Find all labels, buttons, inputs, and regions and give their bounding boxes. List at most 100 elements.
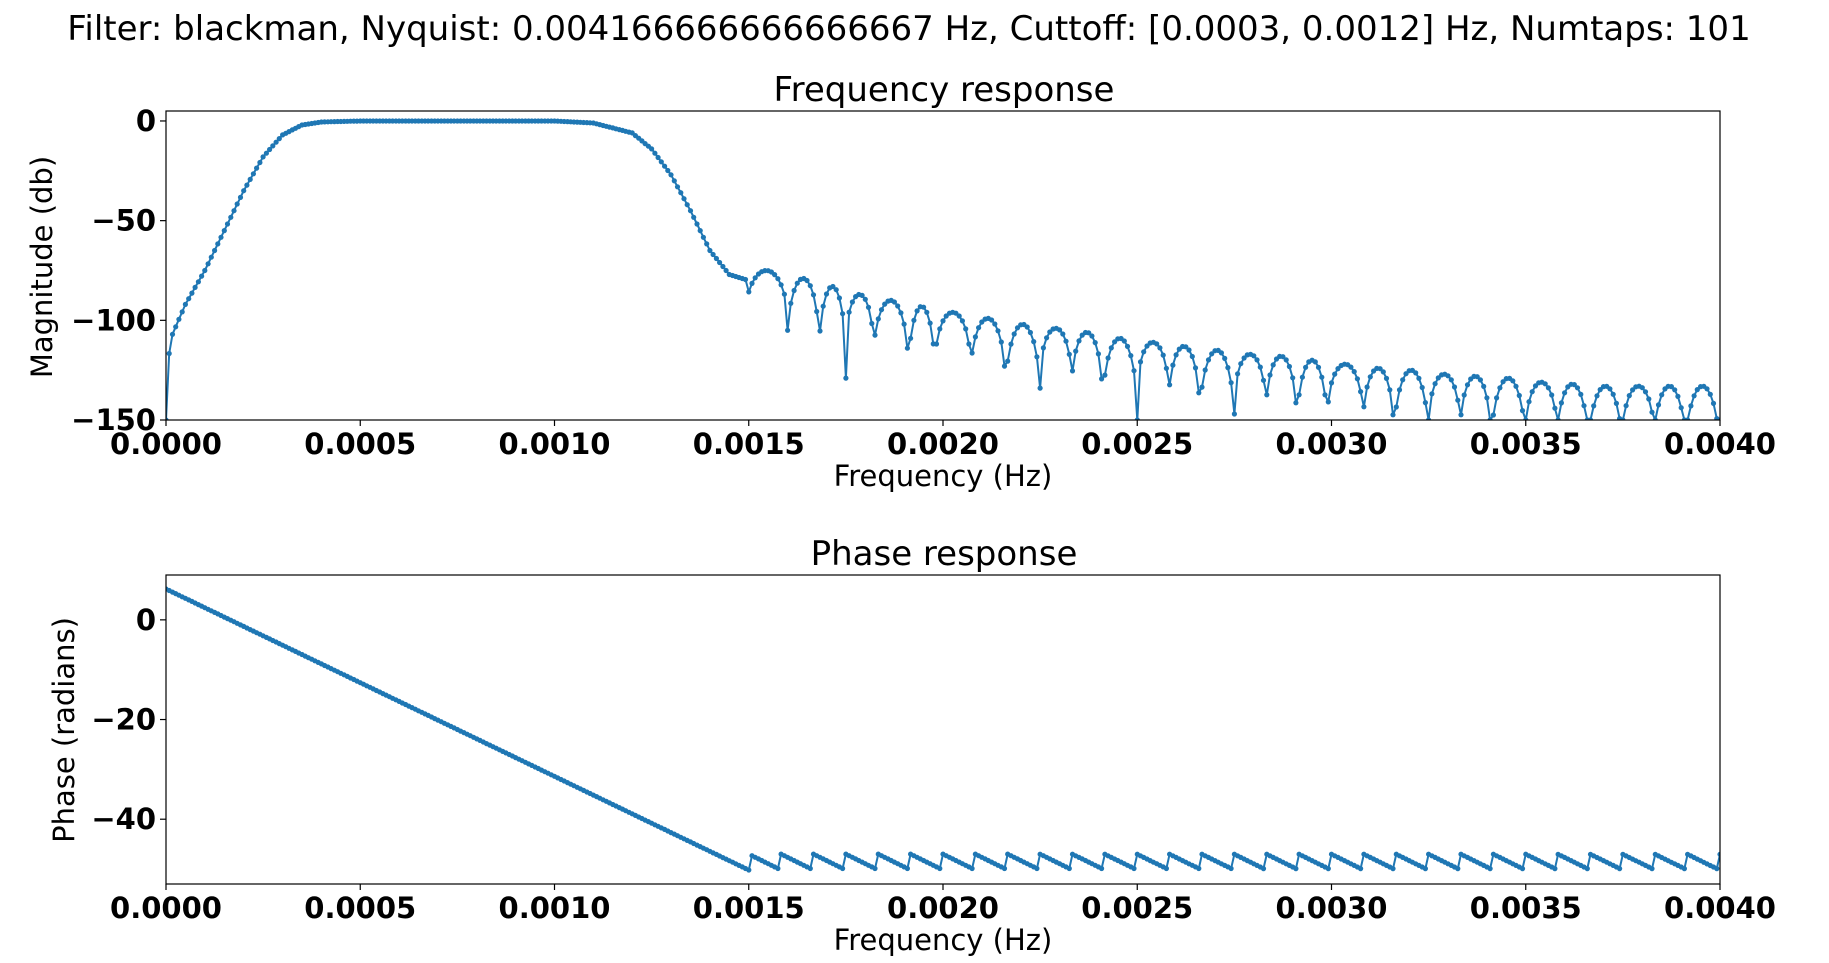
magnitude-data-point — [1209, 351, 1215, 357]
magnitude-data-point — [1545, 385, 1551, 391]
magnitude-data-point — [1192, 365, 1199, 371]
magnitude-data-point — [1591, 403, 1597, 409]
magnitude-data-point — [189, 290, 195, 296]
phase-data-point — [807, 865, 813, 872]
magnitude-data-point — [655, 154, 661, 161]
magnitude-data-point — [1474, 374, 1480, 380]
magnitude-data-point — [840, 311, 846, 317]
magnitude-data-point — [687, 208, 694, 214]
magnitude-data-point — [1610, 391, 1616, 397]
magnitude-data-point — [665, 167, 671, 174]
magnitude-data-point — [1477, 377, 1483, 383]
magnitude-data-point — [1231, 411, 1237, 417]
magnitude-data-point — [1205, 357, 1212, 363]
magnitude-data-point — [720, 263, 726, 270]
magnitude-data-point — [1154, 341, 1160, 347]
magnitude-data-point — [257, 159, 263, 166]
magnitude-data-point — [1076, 338, 1082, 344]
magnitude-data-point — [1001, 363, 1008, 369]
magnitude-data-point — [1328, 380, 1335, 386]
magnitude-data-point — [1426, 417, 1432, 420]
magnitude-data-point — [1027, 329, 1033, 336]
magnitude-y-tick-label: −100 — [71, 303, 156, 337]
phase-data-point — [1455, 866, 1461, 872]
magnitude-data-point — [940, 318, 946, 324]
magnitude-x-tick-label: 0.0000 — [110, 427, 222, 461]
magnitude-data-point — [788, 300, 794, 306]
magnitude-data-point — [820, 303, 826, 309]
magnitude-data-point — [1293, 400, 1299, 406]
phase-x-tick-label: 0.0015 — [693, 891, 805, 925]
magnitude-data-point — [817, 328, 823, 334]
magnitude-data-point — [746, 289, 752, 295]
magnitude-data-point — [674, 184, 681, 190]
magnitude-data-point — [1163, 365, 1169, 371]
magnitude-data-point — [1594, 393, 1600, 399]
phase-x-tick-label: 0.0020 — [887, 891, 999, 925]
magnitude-data-point — [927, 320, 933, 326]
phase-data-point — [746, 867, 752, 873]
magnitude-data-point — [1694, 387, 1700, 393]
magnitude-data-point — [1196, 390, 1202, 396]
magnitude-data-point — [192, 284, 198, 290]
magnitude-data-point — [1202, 367, 1208, 373]
magnitude-data-point — [1607, 386, 1613, 392]
magnitude-data-point — [1578, 391, 1584, 397]
magnitude-data-point — [1390, 412, 1396, 418]
magnitude-data-point — [254, 165, 260, 171]
magnitude-data-point — [1238, 361, 1244, 367]
magnitude-data-point — [878, 307, 885, 313]
magnitude-data-point — [1642, 389, 1649, 395]
magnitude-data-point — [995, 328, 1001, 334]
magnitude-y-tick-label: 0 — [136, 104, 156, 138]
magnitude-data-point — [700, 234, 707, 240]
magnitude-data-point — [914, 308, 920, 314]
magnitude-data-point — [1218, 350, 1224, 356]
phase-data-point — [1228, 865, 1234, 872]
magnitude-data-point — [1487, 417, 1493, 420]
magnitude-data-point — [231, 208, 237, 214]
magnitude-data-point — [267, 146, 273, 153]
magnitude-data-point — [823, 291, 830, 297]
magnitude-data-point — [671, 178, 677, 184]
magnitude-data-point — [681, 196, 687, 202]
magnitude-data-point — [921, 304, 927, 310]
magnitude-data-point — [202, 267, 208, 274]
magnitude-data-point — [1005, 358, 1011, 364]
magnitude-data-point — [846, 309, 852, 315]
magnitude-data-point — [1587, 417, 1594, 420]
magnitude-data-point — [1267, 372, 1273, 378]
magnitude-data-point — [1235, 371, 1241, 377]
phase-data-point — [840, 865, 846, 872]
magnitude-data-point — [1451, 384, 1458, 390]
magnitude-data-point — [833, 287, 839, 293]
magnitude-x-axis-label: Frequency (Hz) — [834, 459, 1053, 493]
magnitude-data-point — [723, 267, 729, 274]
magnitude-data-point — [1254, 357, 1260, 363]
magnitude-data-point — [208, 254, 214, 260]
magnitude-data-point — [1167, 382, 1173, 388]
magnitude-data-point — [1264, 392, 1270, 398]
magnitude-data-point — [972, 334, 979, 340]
phase-y-tick-label: −40 — [91, 802, 156, 836]
magnitude-data-point — [1704, 386, 1710, 392]
magnitude-data-point — [1283, 357, 1289, 363]
magnitude-data-point — [1134, 417, 1140, 420]
phase-x-tick-label: 0.0010 — [499, 891, 611, 925]
magnitude-data-point — [710, 251, 716, 258]
phase-data-point — [1617, 866, 1623, 872]
magnitude-data-point — [1157, 345, 1163, 351]
magnitude-data-point — [1461, 392, 1467, 398]
magnitude-data-point — [1225, 365, 1231, 371]
magnitude-data-point — [1105, 355, 1111, 361]
magnitude-data-point — [270, 143, 276, 149]
phase-response-chart: Phase response 0.0000 0.0005 0.0010 0.0015 0… — [47, 534, 1776, 957]
phase-y-tick-label: −20 — [91, 703, 156, 737]
magnitude-data-point — [956, 313, 962, 319]
magnitude-data-point — [924, 309, 930, 315]
magnitude-data-point — [221, 228, 227, 234]
magnitude-data-point — [1549, 392, 1555, 398]
magnitude-data-point — [1717, 417, 1720, 420]
magnitude-data-point — [176, 316, 182, 322]
magnitude-data-point — [1513, 383, 1519, 389]
